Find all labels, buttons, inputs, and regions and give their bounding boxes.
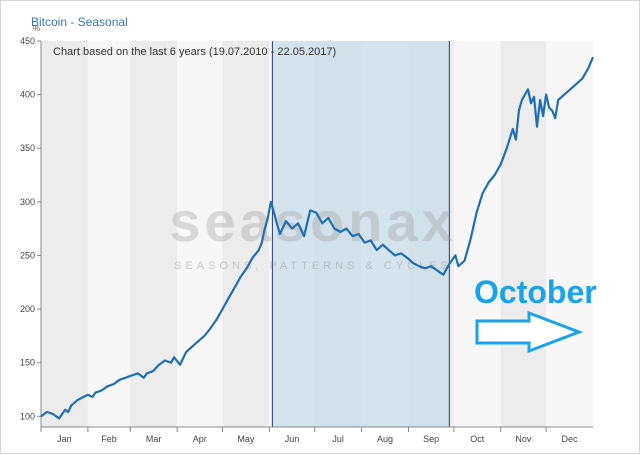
x-tick-label-aug: Aug	[377, 434, 393, 444]
chart-subtitle: Chart based on the last 6 years (19.07.2…	[53, 46, 336, 58]
x-tick-label-apr: Apr	[193, 434, 207, 444]
y-tick-label: 200	[20, 304, 35, 314]
y-tick-label: 300	[20, 197, 35, 207]
seasonax-watermark: seasonax SEASONS, PATTERNS & CYCLES	[169, 190, 456, 272]
october-annotation: October	[474, 274, 597, 354]
x-tick-label-jun: Jun	[285, 434, 300, 444]
x-tick-label-oct: Oct	[470, 434, 485, 444]
highlight-period	[272, 41, 450, 427]
x-tick-label-mar: Mar	[146, 434, 162, 444]
y-tick-label: 400	[20, 90, 35, 100]
chart-title: Bitcoin - Seasonal	[31, 15, 128, 29]
y-tick-label: 150	[20, 358, 35, 368]
month-band-oct	[453, 41, 501, 427]
annotation-label: October	[474, 274, 597, 310]
x-tick-label-jul: Jul	[332, 434, 344, 444]
x-tick-label-dec: Dec	[562, 434, 579, 444]
watermark-tagline: SEASONS, PATTERNS & CYCLES	[174, 260, 452, 272]
y-axis-unit: %	[33, 24, 40, 33]
x-tick-label-nov: Nov	[515, 434, 532, 444]
y-tick-label: 100	[20, 411, 35, 421]
watermark-logo: seasonax	[169, 190, 456, 253]
x-tick-label-feb: Feb	[101, 434, 117, 444]
month-band-may	[222, 41, 270, 427]
month-band-jan	[41, 41, 88, 427]
right-arrow-icon	[475, 310, 584, 354]
month-band-feb	[87, 41, 131, 427]
y-tick-label: 450	[20, 36, 35, 46]
x-tick-label-may: May	[237, 434, 255, 444]
month-band-apr	[177, 41, 223, 427]
y-tick-label: 250	[20, 250, 35, 260]
x-tick-label-sep: Sep	[423, 434, 439, 444]
series-line	[40, 56, 595, 420]
y-tick-label: 350	[20, 143, 35, 153]
month-band-dec	[546, 41, 593, 427]
x-tick-label-jan: Jan	[57, 434, 72, 444]
